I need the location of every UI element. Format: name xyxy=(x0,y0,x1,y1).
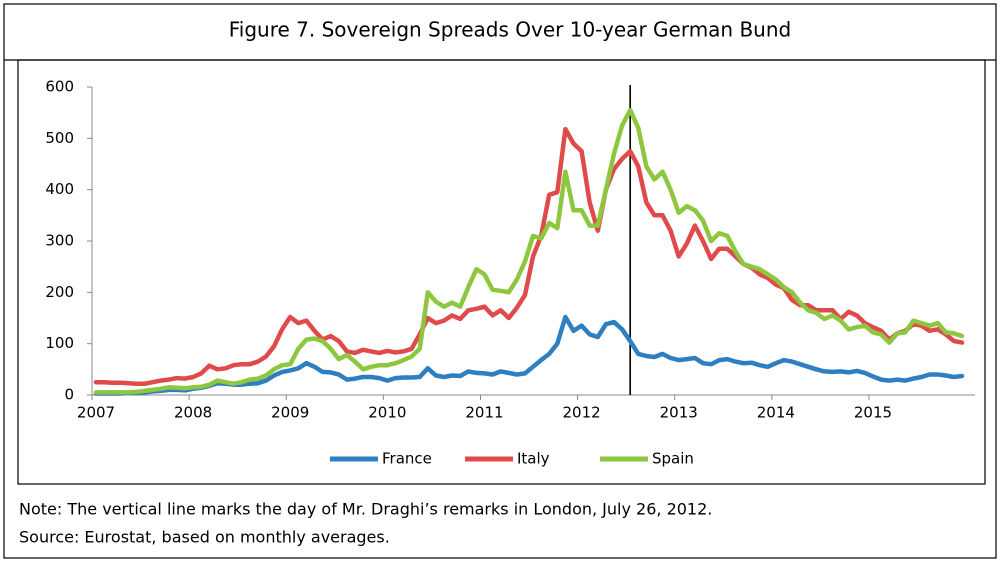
y-tick-label: 600 xyxy=(45,78,74,96)
x-tick-label: 2010 xyxy=(368,404,406,422)
y-tick-label: 100 xyxy=(45,334,74,352)
x-tick-label: 2015 xyxy=(854,404,892,422)
chart-title: Figure 7. Sovereign Spreads Over 10-year… xyxy=(229,18,791,42)
y-tick-label: 300 xyxy=(45,232,74,250)
y-tick-label: 400 xyxy=(45,180,74,198)
series-line xyxy=(93,126,965,386)
y-tick-label: 200 xyxy=(45,283,74,301)
y-tick-label: 500 xyxy=(45,129,74,147)
x-tick-label: 2009 xyxy=(271,404,309,422)
series-line xyxy=(93,107,965,395)
y-tick-label: 0 xyxy=(64,386,74,404)
note: Note: The vertical line marks the day of… xyxy=(19,500,712,519)
legend-label: Italy xyxy=(517,450,550,468)
x-tick-label: 2008 xyxy=(174,404,212,422)
legend-label: Spain xyxy=(652,450,694,468)
outer-frame xyxy=(3,3,997,559)
x-tick-label: 2011 xyxy=(465,404,503,422)
x-tick-label: 2014 xyxy=(757,404,795,422)
chart-frame xyxy=(17,59,986,485)
x-tick-label: 2007 xyxy=(77,404,115,422)
source: Source: Eurostat, based on monthly avera… xyxy=(19,528,390,547)
x-tick-label: 2013 xyxy=(660,404,698,422)
x-tick-label: 2012 xyxy=(563,404,601,422)
legend-label: France xyxy=(382,450,432,468)
